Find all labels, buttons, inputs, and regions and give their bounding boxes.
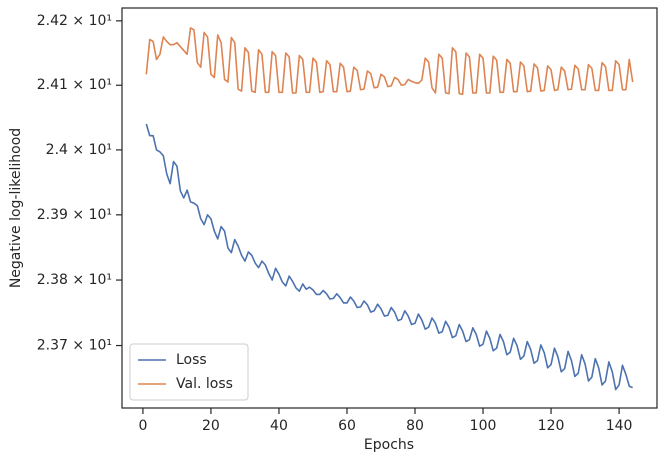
y-tick-label: 2.4 × 10¹ — [46, 142, 112, 158]
plot-frame — [121, 7, 658, 409]
y-tick-label: 2.41 × 10¹ — [37, 77, 112, 93]
y-tick-label: 2.38 × 10¹ — [37, 272, 112, 288]
legend-box — [129, 343, 249, 401]
data-line — [145, 27, 634, 96]
y-tick-label: 2.42 × 10¹ — [37, 13, 112, 29]
y-tick-label: 2.39 × 10¹ — [37, 207, 112, 223]
x-tick-label: 0 — [138, 418, 147, 434]
y-axis-label: Negative log-likelihood — [8, 128, 24, 288]
x-tick-label: 140 — [606, 418, 633, 434]
x-tick-label: 40 — [270, 418, 288, 434]
y-tick-label: 2.37 × 10¹ — [37, 338, 112, 354]
legend-label: Loss — [176, 352, 207, 368]
x-tick-label: 60 — [338, 418, 356, 434]
x-tick-label: 100 — [470, 418, 497, 434]
legend-label: Val. loss — [176, 376, 233, 392]
x-tick-label: 80 — [406, 418, 424, 434]
x-axis-label: Epochs — [364, 437, 414, 453]
x-tick-label: 120 — [538, 418, 565, 434]
x-tick-label: 20 — [202, 418, 220, 434]
data-line — [145, 123, 633, 391]
